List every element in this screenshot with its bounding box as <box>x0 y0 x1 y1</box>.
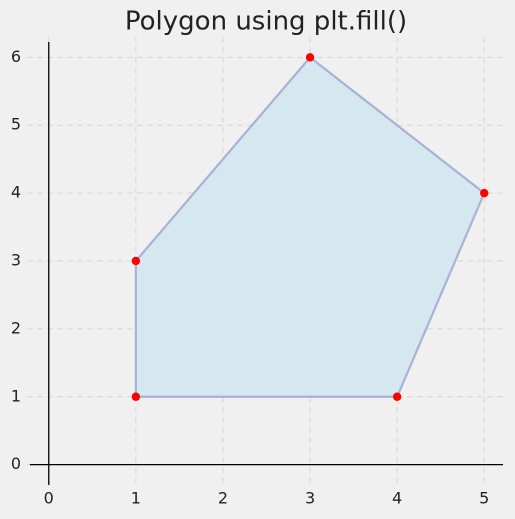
y-tick-label: 0 <box>11 454 21 473</box>
x-tick-label: 2 <box>218 489 228 508</box>
vertex-marker <box>131 392 141 401</box>
y-tick-label: 1 <box>11 386 21 405</box>
polygon <box>134 55 486 398</box>
x-tick-label: 1 <box>131 489 141 508</box>
x-tick-label: 3 <box>305 489 315 508</box>
y-tick-label: 2 <box>11 318 21 337</box>
y-tick-label: 3 <box>11 251 21 270</box>
y-tick-label: 4 <box>11 183 21 202</box>
y-tick-label: 6 <box>11 47 21 66</box>
y-tick-label: 5 <box>11 115 21 134</box>
vertex-marker <box>392 392 402 401</box>
vertex-marker <box>131 256 141 266</box>
chart-title: Polygon using plt.fill() <box>125 7 407 37</box>
vertex-marker <box>480 188 489 198</box>
vertex-marker <box>305 53 315 62</box>
x-tick-label: 5 <box>479 489 489 508</box>
x-tick-label: 0 <box>44 489 54 508</box>
x-tick-label: 4 <box>392 489 402 508</box>
